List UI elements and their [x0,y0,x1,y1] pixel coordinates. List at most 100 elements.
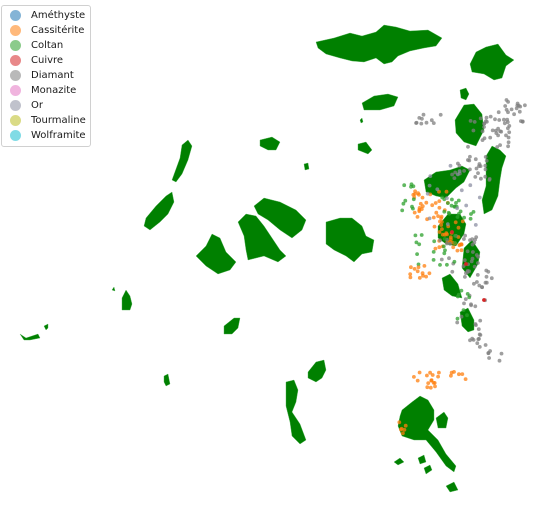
mine-site-point [469,259,474,264]
mine-site-point [428,370,432,375]
mine-site-point [412,267,417,271]
mine-site-point [484,274,489,279]
mine-site-point [434,210,439,215]
legend: Améthyste Cassitérite Coltan Cuivre Diam… [1,5,91,147]
legend-entry-diamant: Diamant [2,68,90,83]
mine-site-point [516,103,521,108]
mine-site-point [471,338,476,342]
mine-site-point [474,235,479,240]
mine-site-point [476,261,480,265]
concession-area [459,87,470,101]
mine-site-point [402,183,407,188]
mine-site-point [431,258,436,262]
mine-site-point [412,375,416,379]
mine-site-point [440,195,445,200]
mine-site-point [472,281,476,286]
mine-site-point [461,308,466,312]
mine-site-point [448,242,452,246]
mine-site-point [436,374,440,379]
legend-marker-cassiterite [10,25,21,36]
mine-site-point [445,222,450,227]
mine-site-point [483,119,488,124]
mine-site-point [413,233,418,238]
concession-area [121,289,133,311]
mine-site-point [459,288,464,293]
mine-site-point [432,381,437,385]
mine-site-point [450,172,454,177]
mine-site-point [437,230,442,234]
mine-site-point [484,268,489,273]
mine-site-point [438,219,442,224]
mine-site-point [468,119,473,123]
concession-area [315,24,443,65]
mine-site-point [448,163,453,168]
mine-site-point [442,251,447,256]
mine-site-point [431,215,436,220]
mine-site-point [506,140,511,145]
mine-site-point [471,210,476,214]
mine-site-point [415,378,420,383]
mine-site-point [476,327,481,331]
mine-site-point [447,256,451,261]
mine-site-point [460,372,465,376]
mine-site-point [465,292,470,296]
mine-site-point [435,187,440,192]
legend-label-or: Or [31,100,43,111]
mine-site-point [494,128,498,133]
mine-site-point [480,129,485,134]
mine-site-point [483,174,488,179]
mine-site-point [495,145,500,149]
mine-site-point [475,273,480,277]
mine-site-point [455,248,460,253]
mine-site-point [478,318,483,323]
mine-site-point [425,373,429,378]
mine-site-point [422,264,427,268]
mine-site-point [517,109,522,114]
legend-entry-cassiterite: Cassitérite [2,23,90,38]
mine-site-point [459,248,464,253]
mine-site-point [483,343,488,347]
mine-site-point [462,301,466,306]
legend-entry-wolframite: Wolframite [2,128,90,143]
mine-site-point [498,143,502,148]
mine-site-point [465,313,469,318]
mine-site-point [399,427,403,432]
mine-site-point [417,242,422,247]
mine-site-point [479,176,483,181]
mine-site-point [505,120,510,124]
legend-label-monazite: Monazite [31,85,77,96]
mine-site-point [493,117,497,122]
legend-entry-or: Or [2,98,90,113]
concession-areas [19,24,515,493]
mine-site-point [430,373,435,377]
legend-entry-monazite: Monazite [2,83,90,98]
concession-area [481,145,507,215]
mine-site-point [484,115,489,120]
concession-area [417,454,427,465]
legend-marker-wolframite [10,130,21,141]
mine-site-point [449,370,454,375]
mine-site-point [408,272,413,276]
concession-area [285,379,307,445]
mine-site-point [462,258,467,263]
legend-marker-coltan [10,40,21,51]
mine-site-point [512,112,516,117]
mine-site-point [460,219,465,224]
mine-site-point [465,270,470,274]
legend-marker-monazite [10,85,21,96]
mine-site-point [431,250,436,254]
mine-site-point [450,269,455,274]
mine-site-point [397,420,402,425]
mine-site-point [436,214,440,219]
mine-site-point [499,129,504,134]
concession-area [393,457,405,466]
mine-site-point [459,314,464,319]
mine-site-point [433,246,438,251]
concession-area [441,273,463,299]
mine-site-point [484,280,489,285]
mine-site-point [472,264,477,269]
mine-site-point [474,253,479,257]
mine-site-point [431,121,436,125]
legend-marker-cuivre [10,55,21,66]
mine-site-point [437,205,442,210]
